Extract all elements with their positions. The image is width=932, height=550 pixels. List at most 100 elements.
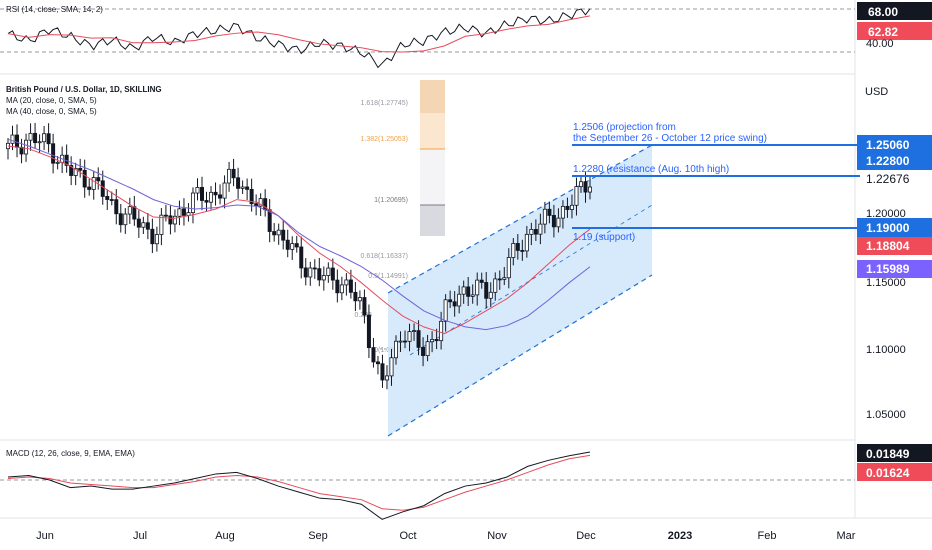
time-label-2023: 2023 — [668, 530, 692, 542]
fib-label-1382: 1.382(1.25053) — [361, 136, 408, 143]
candle-body — [407, 331, 412, 342]
fib-zone-1618 — [420, 80, 445, 113]
price-tick-4: 1.05000 — [866, 409, 906, 421]
candle-body — [46, 133, 51, 145]
candle-body — [10, 134, 15, 144]
candle-body — [109, 199, 114, 201]
candle-body — [357, 297, 362, 302]
candle-body — [434, 339, 439, 342]
last-price-badge: 1.22676 — [866, 172, 910, 186]
candle-body — [69, 165, 74, 176]
candle-body — [542, 208, 547, 225]
candle-body — [231, 168, 236, 179]
candlestick-series — [6, 122, 593, 390]
signal-badge-bg — [857, 463, 932, 481]
candle-body — [96, 177, 101, 182]
candle-body — [190, 192, 195, 214]
candle-body — [466, 286, 471, 297]
candle-body — [181, 208, 186, 216]
candle-body — [321, 275, 326, 281]
candle-body — [28, 132, 33, 141]
candle-body — [529, 229, 534, 235]
candle-body — [272, 231, 277, 236]
ma40-badge-bg — [857, 260, 932, 278]
support-badge: 1.19000 — [866, 221, 910, 235]
candle-body — [150, 228, 155, 245]
resistance-badge-bg — [857, 151, 932, 170]
time-label-jun: Jun — [36, 530, 54, 542]
price-badges: 1.25060 1.22800 1.22676 1.19000 1.18804 … — [857, 135, 932, 278]
candle-body — [204, 200, 209, 203]
candle-body — [294, 243, 299, 248]
ma20-badge-bg — [857, 237, 932, 255]
candle-body — [560, 205, 565, 219]
candle-body — [290, 243, 295, 250]
candle-body — [475, 279, 480, 296]
candle-body — [141, 222, 146, 228]
candle-body — [276, 229, 281, 236]
candle-body — [443, 299, 448, 322]
candle-body — [533, 229, 538, 235]
candle-body — [412, 330, 417, 332]
candle-body — [335, 279, 340, 294]
time-label-jul: Jul — [133, 530, 147, 542]
currency-label: USD — [865, 86, 888, 98]
candle-body — [384, 375, 389, 381]
rsi-value-badge: 68.00 — [868, 5, 898, 19]
candle-body — [127, 206, 132, 215]
resistance-annotation: 1.2280 (resistance (Aug. 10th high) — [573, 164, 729, 175]
time-label-sep: Sep — [308, 530, 328, 542]
candle-body — [565, 205, 570, 210]
candle-body — [348, 279, 353, 293]
fib-label-1618: 1.618(1.27745) — [361, 100, 408, 107]
candle-body — [105, 196, 110, 200]
time-label-mar: Mar — [837, 530, 856, 542]
fibonacci-extension: 1.618(1.27745) 1.382(1.25053) 1(1.20695)… — [354, 80, 445, 354]
candle-body — [312, 267, 317, 270]
candle-body — [159, 214, 164, 235]
ma20-badge: 1.18804 — [866, 239, 910, 253]
rsi-lines — [7, 8, 591, 69]
candle-body — [218, 194, 223, 199]
candle-body — [470, 294, 475, 297]
candle-body — [493, 278, 498, 293]
candle-body — [240, 186, 245, 189]
candle-body — [177, 208, 182, 217]
price-tick-1: 1.20000 — [866, 208, 906, 220]
rsi-ma-line — [7, 15, 591, 53]
candle-body — [326, 267, 331, 276]
candle-body — [51, 143, 56, 164]
candle-body — [285, 239, 290, 250]
rsi-level-tick: 40.00 — [866, 38, 894, 50]
time-label-aug: Aug — [215, 530, 235, 542]
resistance-badge: 1.22800 — [866, 154, 910, 168]
candle-body — [578, 181, 583, 188]
rsi-line — [7, 8, 591, 69]
candle-body — [457, 293, 462, 307]
fib-zone-0618 — [420, 205, 445, 236]
candle-body — [330, 267, 335, 281]
candle-body — [393, 340, 398, 359]
candle-body — [303, 267, 308, 278]
candle-body — [520, 250, 525, 252]
macd-badge: 0.01849 — [866, 447, 910, 461]
projection-annotation-line1: 1.2506 (projection from — [573, 122, 676, 133]
fib-zone-1 — [420, 149, 445, 205]
candle-body — [403, 340, 408, 343]
time-label-nov: Nov — [487, 530, 507, 542]
candle-body — [236, 177, 241, 189]
time-label-feb: Feb — [758, 530, 777, 542]
ma20-legend: MA (20, close, 0, SMA, 5) — [6, 96, 97, 105]
candle-body — [375, 361, 380, 365]
fib-label-1: 1(1.20695) — [374, 197, 408, 204]
candle-body — [421, 346, 426, 356]
candle-body — [82, 169, 87, 188]
candle-body — [209, 191, 214, 203]
macd-badge-bg — [857, 444, 932, 462]
candle-body — [588, 186, 593, 193]
fib-label-05: 0.5(1.14991) — [368, 273, 408, 280]
candle-body — [538, 223, 543, 235]
candle-body — [416, 330, 421, 348]
fib-zone-1382 — [420, 113, 445, 149]
candle-body — [249, 188, 254, 205]
